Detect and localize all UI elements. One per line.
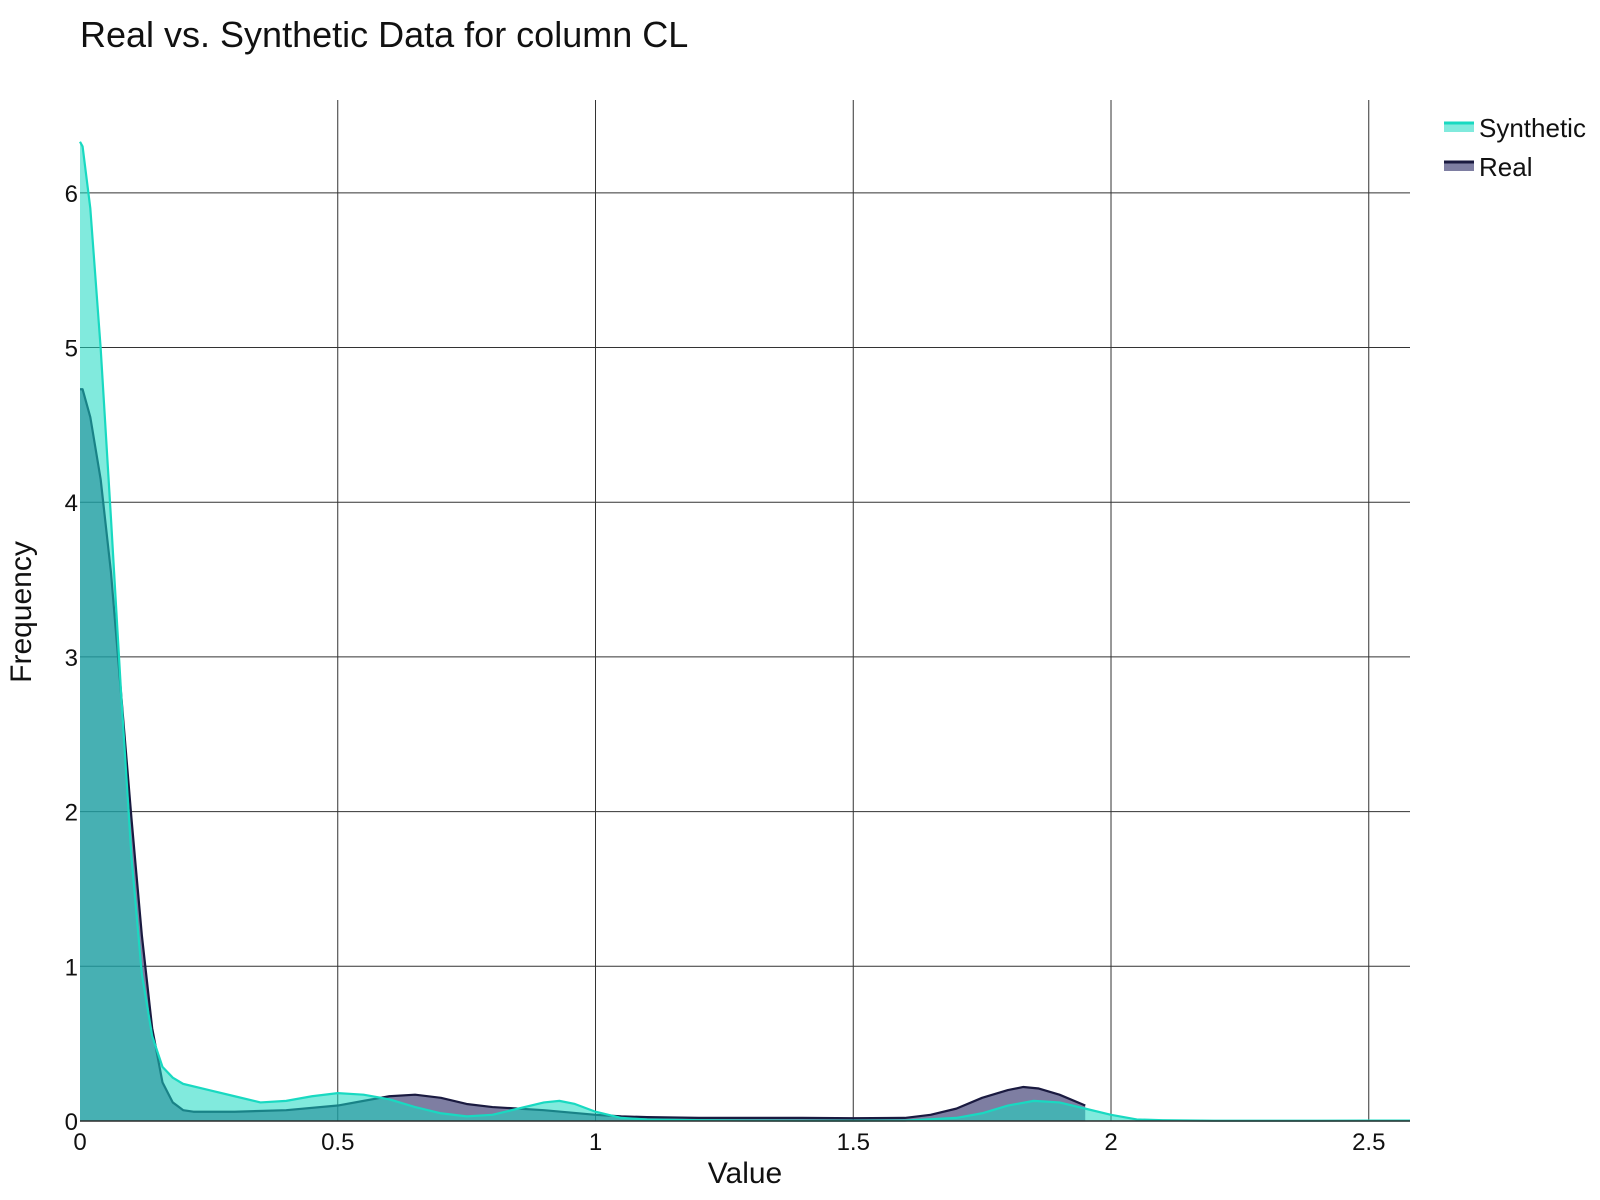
- y-tick-label: 0: [65, 1109, 78, 1136]
- x-tick-label: 2: [1104, 1129, 1117, 1156]
- x-tick-label: 0: [73, 1129, 86, 1156]
- tick-labels: 0 0.5 1 1.5 2 2.5 0 1 2 3 4 5 6: [65, 181, 1386, 1156]
- y-tick-label: 6: [65, 181, 78, 208]
- series-area-real: [80, 389, 1086, 1121]
- x-tick-label: 1: [589, 1129, 602, 1156]
- legend-label-synthetic: Synthetic: [1479, 113, 1586, 143]
- x-tick-label: 2.5: [1352, 1129, 1385, 1156]
- legend-swatch-synthetic: [1444, 123, 1474, 132]
- series-area-synthetic: [80, 141, 1410, 1121]
- series-layer: [79, 141, 1410, 1122]
- y-tick-label: 1: [65, 954, 78, 981]
- x-axis-title: Value: [708, 1157, 783, 1190]
- grid: [80, 100, 1410, 1121]
- chart-title: Real vs. Synthetic Data for column CL: [80, 14, 689, 55]
- legend: Synthetic Real: [1444, 113, 1586, 182]
- y-axis-title: Frequency: [5, 541, 38, 683]
- series-line-synthetic: [79, 141, 1410, 1122]
- y-tick-label: 5: [65, 336, 78, 363]
- y-tick-label: 2: [65, 800, 78, 827]
- y-tick-label: 3: [65, 645, 78, 672]
- y-tick-label: 4: [65, 490, 78, 517]
- legend-swatch-real: [1444, 162, 1474, 171]
- x-tick-label: 0.5: [321, 1129, 354, 1156]
- x-tick-label: 1.5: [837, 1129, 870, 1156]
- series-line-real: [80, 388, 1086, 1120]
- legend-label-real: Real: [1479, 152, 1532, 182]
